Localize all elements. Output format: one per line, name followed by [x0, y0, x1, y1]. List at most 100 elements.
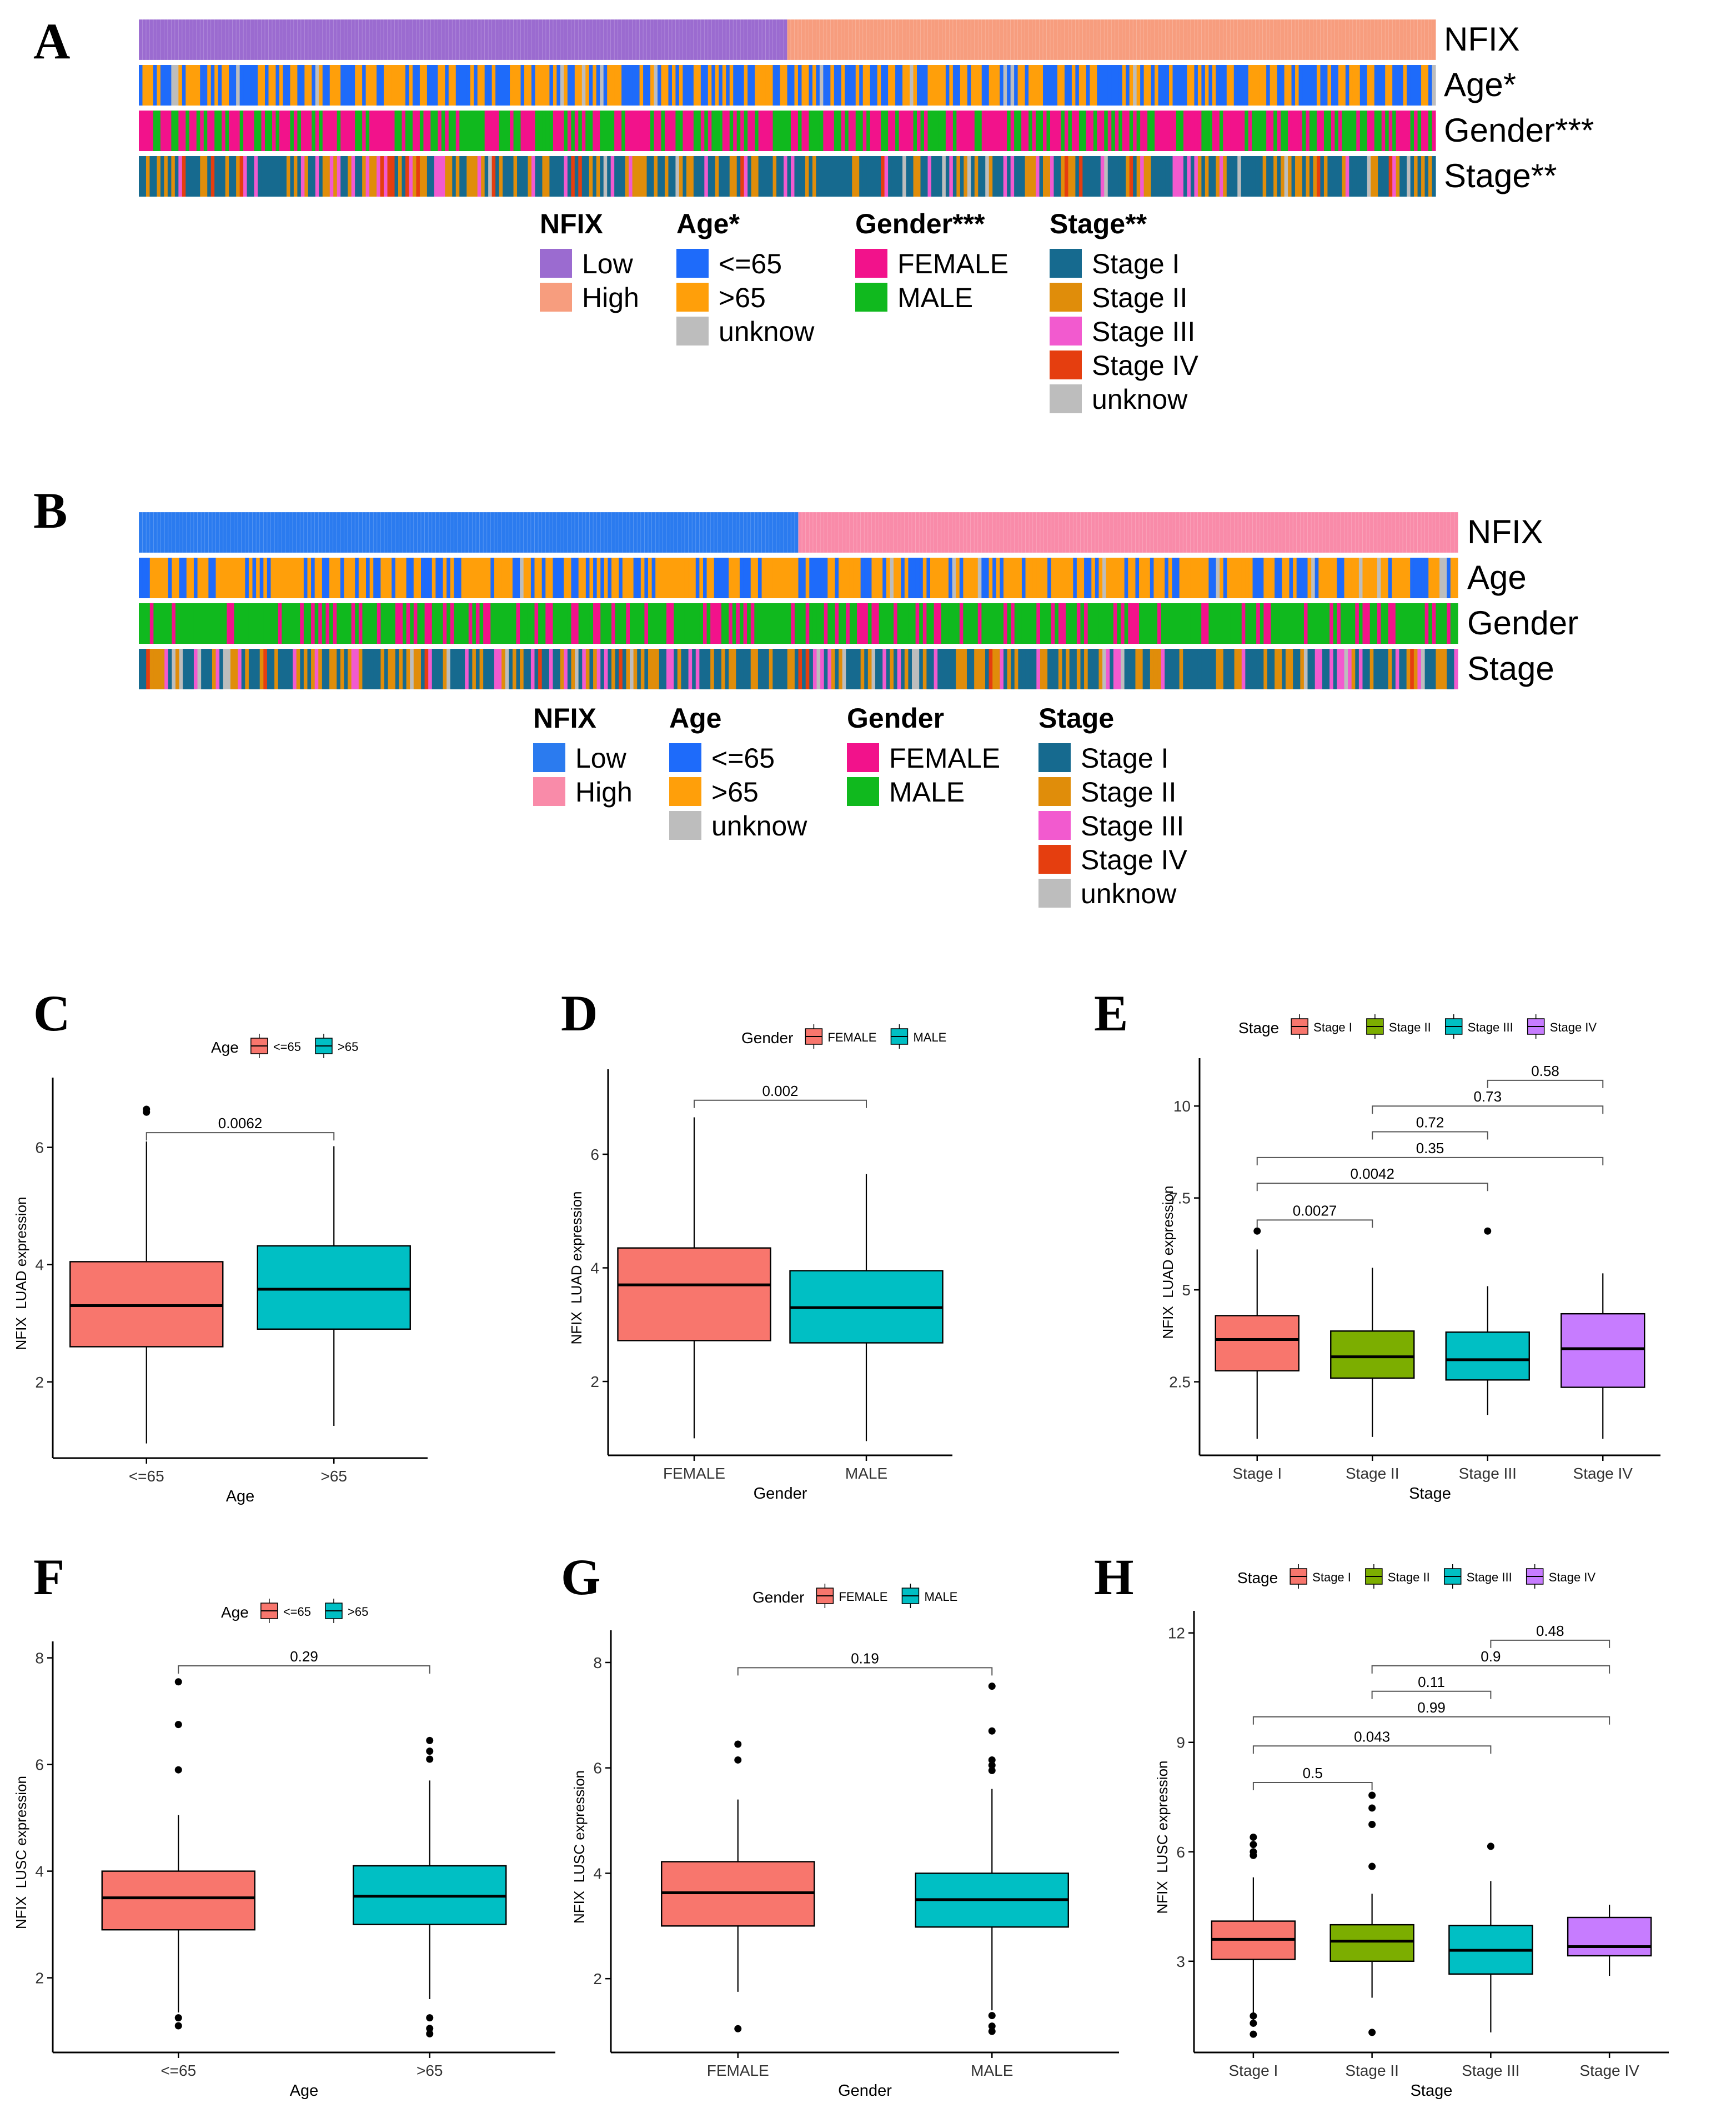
heatmap-cell	[908, 603, 912, 644]
heatmap-cell	[1087, 649, 1092, 689]
heatmap-cell	[1201, 603, 1206, 644]
heatmap-cell	[160, 603, 165, 644]
heatmap-cell	[1025, 65, 1029, 106]
heatmap-cell	[1095, 512, 1100, 553]
heatmap-cell	[610, 156, 615, 197]
heatmap-cell	[908, 512, 913, 553]
heatmap-cell	[959, 512, 964, 553]
heatmap-cell	[1071, 156, 1076, 197]
heatmap-cell	[812, 111, 816, 151]
heatmap-cell	[787, 156, 791, 197]
heatmap-cell	[1326, 603, 1330, 644]
heatmap-cell	[1136, 19, 1141, 61]
heatmap-cell	[406, 603, 410, 644]
heatmap-cell	[648, 558, 653, 598]
heatmap-cell	[567, 603, 572, 644]
heatmap-cell	[714, 603, 718, 644]
heatmap-cell	[1277, 65, 1281, 106]
heatmap-cell	[1323, 65, 1328, 106]
heatmap-cell	[575, 558, 579, 598]
heatmap-cell	[227, 603, 231, 644]
heatmap-cell	[1068, 156, 1072, 197]
heatmap-cell	[1043, 65, 1047, 106]
heatmap-cell	[1300, 512, 1304, 553]
heatmap-cell	[1110, 558, 1114, 598]
heatmap-cell	[985, 19, 990, 61]
heatmap-cell	[203, 111, 208, 151]
heatmap-cell	[593, 156, 597, 197]
heatmap-cell	[582, 649, 586, 689]
heatmap-cell	[484, 156, 489, 197]
heatmap-cell	[466, 65, 471, 106]
heatmap-cell	[1029, 603, 1033, 644]
heatmap-cell	[668, 111, 673, 151]
heatmap-cell	[1062, 649, 1066, 689]
heatmap-cell	[1194, 111, 1198, 151]
heatmap-cell	[1309, 19, 1314, 61]
legend-label: unknow	[1092, 384, 1188, 415]
heatmap-cell	[870, 111, 874, 151]
heatmap-cell	[446, 603, 451, 644]
heatmap-cell	[1337, 649, 1341, 689]
heatmap-cell	[307, 649, 312, 689]
heatmap-cell	[347, 19, 352, 61]
heatmap-cell	[1025, 111, 1029, 151]
heatmap-cell	[635, 19, 640, 61]
heatmap-cell	[1226, 65, 1231, 106]
heatmap-cell	[644, 603, 649, 644]
heatmap-cell	[1285, 512, 1290, 553]
heatmap-cell	[970, 603, 975, 644]
heatmap-cell	[1377, 558, 1382, 598]
heatmap-cell	[644, 512, 649, 553]
outlier-point	[174, 2014, 182, 2022]
heatmap-cell	[690, 65, 694, 106]
heatmap-cell	[902, 65, 907, 106]
heatmap-cell	[729, 603, 733, 644]
heatmap-cell	[340, 19, 345, 61]
heatmap-cell	[1080, 512, 1085, 553]
heatmap-cell	[1359, 19, 1364, 61]
heatmap-cell	[1182, 512, 1187, 553]
plot-legend-key	[816, 1584, 834, 1608]
heatmap-cell	[1396, 19, 1401, 61]
heatmap-cell	[380, 19, 385, 61]
heatmap-cell	[427, 19, 432, 61]
heatmap-cell	[1028, 111, 1033, 151]
heatmap-cell	[841, 19, 846, 61]
heatmap-cell	[399, 512, 403, 553]
outlier-point	[1487, 1842, 1494, 1850]
heatmap-cell	[254, 156, 258, 197]
heatmap-cell	[1146, 558, 1151, 598]
heatmap-cell	[578, 156, 583, 197]
heatmap-cell	[1208, 65, 1213, 106]
heatmap-cell	[1281, 65, 1285, 106]
x-tick-label: Stage II	[1346, 1465, 1399, 1482]
heatmap-cell	[846, 603, 850, 644]
heatmap-cell	[524, 156, 529, 197]
heatmap-cell	[977, 649, 982, 689]
heatmap-cell	[1205, 156, 1209, 197]
heatmap-cell	[471, 512, 476, 553]
heatmap-cell	[776, 111, 781, 151]
heatmap-cell	[585, 649, 590, 689]
heatmap-cell	[790, 19, 795, 61]
heatmap-cell	[801, 111, 806, 151]
heatmap-cell	[790, 111, 795, 151]
p-value-label: 0.72	[1416, 1114, 1444, 1131]
heatmap-cell	[563, 512, 568, 553]
heatmap-cell	[455, 19, 460, 61]
heatmap-cell	[516, 512, 521, 553]
heatmap-cell	[1000, 111, 1004, 151]
heatmap-cell	[268, 111, 273, 151]
heatmap-cell	[996, 65, 1000, 106]
heatmap-cell	[1256, 558, 1261, 598]
heatmap-cell	[820, 649, 825, 689]
heatmap-cell	[945, 558, 949, 598]
heatmap-cell	[607, 111, 611, 151]
heatmap-cell	[1233, 156, 1238, 197]
heatmap-cell	[468, 512, 473, 553]
heatmap-cell	[214, 19, 219, 61]
heatmap-cell	[1349, 156, 1353, 197]
heatmap-cell	[826, 111, 831, 151]
heatmap-cell	[182, 156, 186, 197]
